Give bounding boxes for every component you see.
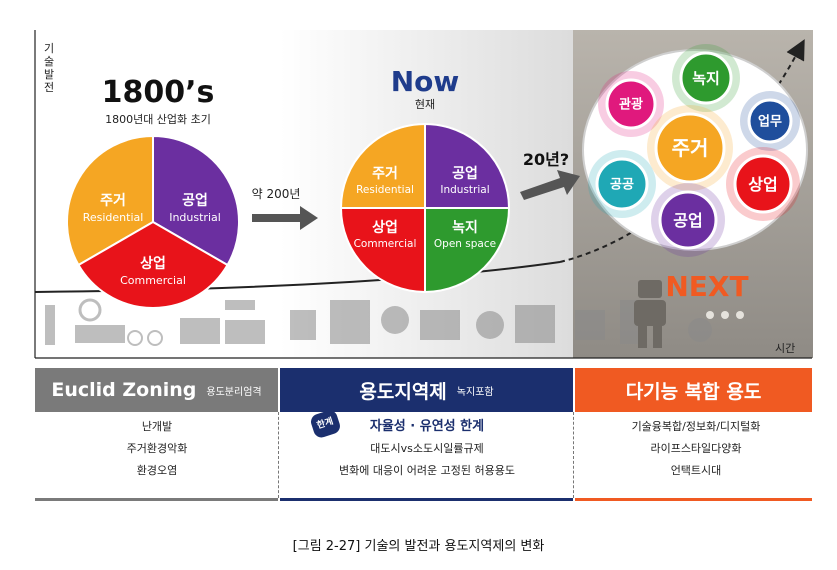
now-subtitle: 현재	[415, 98, 435, 111]
panel-heading-text: 자율성 · 유연성 한계	[369, 419, 485, 434]
list-item: 라이프스타일다양화	[650, 442, 742, 455]
era1800-subtitle: 1800년대 산업화 초기	[105, 113, 211, 126]
bubble-label: 공공	[610, 178, 634, 193]
era1800-title: 1800’s	[102, 75, 215, 110]
figure-caption: [그림 2-27] 기술의 발전과 용도지역제의 변화	[292, 539, 545, 554]
next-label: NEXT	[665, 270, 748, 303]
use-bubble	[679, 51, 733, 105]
transition2-label: 20년?	[523, 150, 569, 169]
panel-title: 용도지역제	[359, 380, 447, 403]
quadrant-label-ko: 녹지	[452, 220, 478, 236]
use-bubble	[733, 154, 793, 214]
pie-slice	[77, 220, 229, 309]
slice-label-ko: 상업	[140, 256, 166, 272]
list-item: 기술융복합/정보화/디지털화	[631, 420, 761, 433]
panel-subtitle: 용도분리엄격	[206, 386, 262, 398]
divider	[573, 412, 574, 498]
panel-subtitle: 녹지포함	[456, 386, 494, 398]
robot-icon	[634, 280, 666, 348]
panel-title: 다기능 복합 용도	[625, 380, 762, 403]
bubble-label: 공업	[673, 211, 702, 230]
pie-quadrant	[339, 207, 426, 294]
pie-quadrant	[424, 122, 511, 209]
quadrant-label-en: Open space	[434, 238, 496, 250]
ellipsis-icon	[706, 311, 744, 319]
slice-label-en: Residential	[83, 211, 144, 224]
pie-slice	[152, 134, 240, 267]
limit-badge: 한계	[308, 408, 342, 440]
panel-header-mixed-use: 다기능 복합 용도	[575, 368, 812, 412]
now-title: Now	[391, 65, 460, 98]
use-bubble	[658, 190, 718, 250]
slice-label-en: Industrial	[169, 211, 221, 224]
slice-label-ko: 주거	[100, 193, 126, 209]
panel-header-euclid: Euclid Zoning 용도분리엄격	[35, 368, 278, 412]
x-axis-label: 시간	[775, 342, 795, 355]
technology-icons-strip	[45, 298, 712, 346]
divider	[278, 412, 279, 498]
panel-underline-zoning	[280, 498, 573, 501]
quadrant-label-en: Industrial	[440, 184, 489, 196]
pie-slice	[66, 134, 154, 267]
panel-body-euclid: 난개발 주거환경악화 환경오염	[22, 416, 292, 482]
pie-quadrant	[424, 207, 511, 294]
use-bubble	[605, 78, 657, 130]
quadrant-label-ko: 상업	[372, 220, 398, 236]
slice-label-en: Commercial	[120, 274, 186, 287]
panel-underline-euclid	[35, 498, 278, 501]
bubble-label: 녹지	[692, 69, 720, 87]
panel-underline-mixed-use	[575, 498, 812, 501]
list-item: 주거환경악화	[126, 442, 188, 455]
use-bubble	[747, 98, 793, 144]
transition2-arrow: 20년?	[520, 150, 580, 200]
panel-body-zoning: 한계 자율성 · 유연성 한계 대도시vs소도시일률규제 변화에 대응이 어려운…	[292, 408, 562, 482]
panel-header-zoning: 용도지역제 녹지포함	[280, 368, 573, 412]
use-bubble	[654, 112, 726, 184]
transition1-label: 약 200년	[252, 186, 301, 201]
list-item: 언택트시대	[670, 464, 722, 477]
list-item: 난개발	[141, 420, 173, 433]
panel-title: Euclid Zoning	[51, 379, 197, 401]
slice-label-ko: 공업	[182, 193, 208, 209]
bubble-label: 관광	[619, 97, 643, 113]
panel-body-mixed-use: 기술융복합/정보화/디지털화 라이프스타일다양화 언택트시대	[561, 416, 831, 482]
panel-heading: 한계 자율성 · 유연성 한계	[292, 408, 562, 440]
quadrant-label-en: Residential	[356, 184, 414, 196]
transition1-arrow: 약 200년	[252, 186, 318, 230]
now-pie: 주거 Residential 공업 Industrial 상업 Commercial 녹지 O…	[339, 122, 511, 294]
bubble-label: 주거	[672, 136, 709, 160]
list-item: 대도시vs소도시일률규제	[370, 442, 484, 455]
bubble-label: 업무	[758, 115, 782, 130]
quadrant-label-ko: 공업	[452, 166, 478, 182]
pie-quadrant	[339, 122, 426, 209]
list-item: 변화에 대응이 어려운 고정된 허용용도	[339, 464, 515, 477]
quadrant-label-en: Commercial	[354, 238, 417, 250]
bubble-label: 상업	[748, 175, 777, 194]
use-bubble	[595, 157, 649, 211]
era1800-pie: 주거 Residential 공업 Industrial 상업 Commercial	[66, 134, 240, 309]
quadrant-label-ko: 주거	[372, 166, 398, 182]
list-item: 환경오염	[136, 464, 178, 477]
